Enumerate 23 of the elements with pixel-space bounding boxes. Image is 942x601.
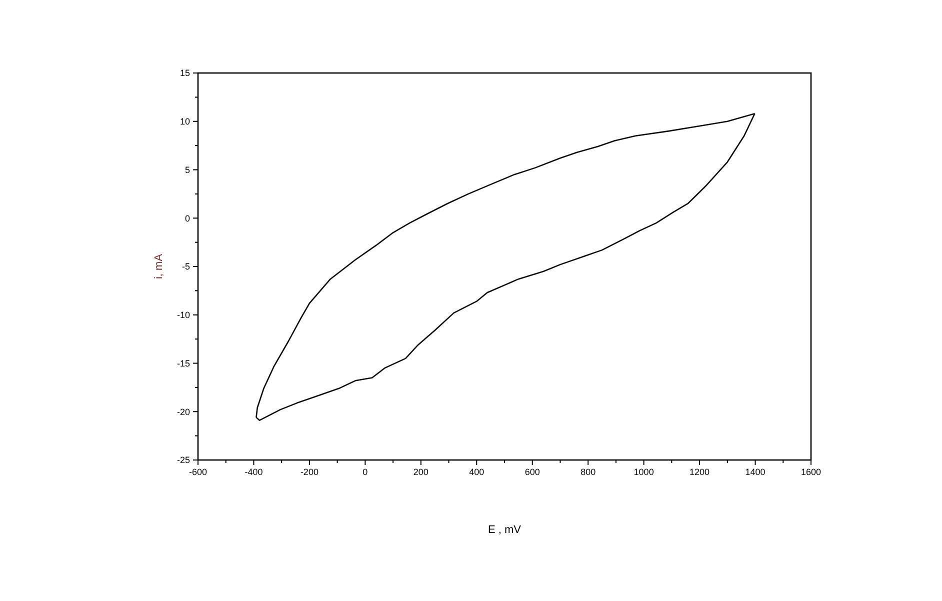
y-tick-label: -5 — [182, 262, 190, 272]
x-tick-label: -400 — [244, 467, 263, 477]
y-tick-label: -15 — [176, 358, 190, 368]
x-tick-label: 1400 — [745, 467, 766, 477]
y-axis-title: i, mA — [153, 253, 165, 280]
x-tick-label: 0 — [362, 467, 368, 477]
y-tick-label: 0 — [184, 213, 190, 224]
x-tick-label: 1200 — [690, 467, 710, 477]
y-tick-label: 10 — [180, 116, 190, 127]
y-tick-label: 15 — [180, 68, 190, 78]
x-tick-label: 1600 — [800, 467, 822, 477]
y-tick-label: 5 — [184, 164, 190, 175]
x-tick-label: 600 — [524, 467, 540, 477]
x-tick-label: -600 — [188, 467, 208, 477]
x-tick-label: 800 — [580, 467, 596, 477]
y-tick-label: -10 — [176, 310, 190, 320]
x-tick-label: 400 — [469, 467, 484, 477]
y-tick-label: -25 — [176, 455, 190, 466]
x-tick-label: 1000 — [634, 467, 654, 477]
x-tick-label: -200 — [300, 467, 318, 477]
y-tick-label: -20 — [176, 406, 190, 417]
x-tick-label: 200 — [413, 467, 428, 477]
x-axis-title: E , mV — [488, 524, 522, 536]
